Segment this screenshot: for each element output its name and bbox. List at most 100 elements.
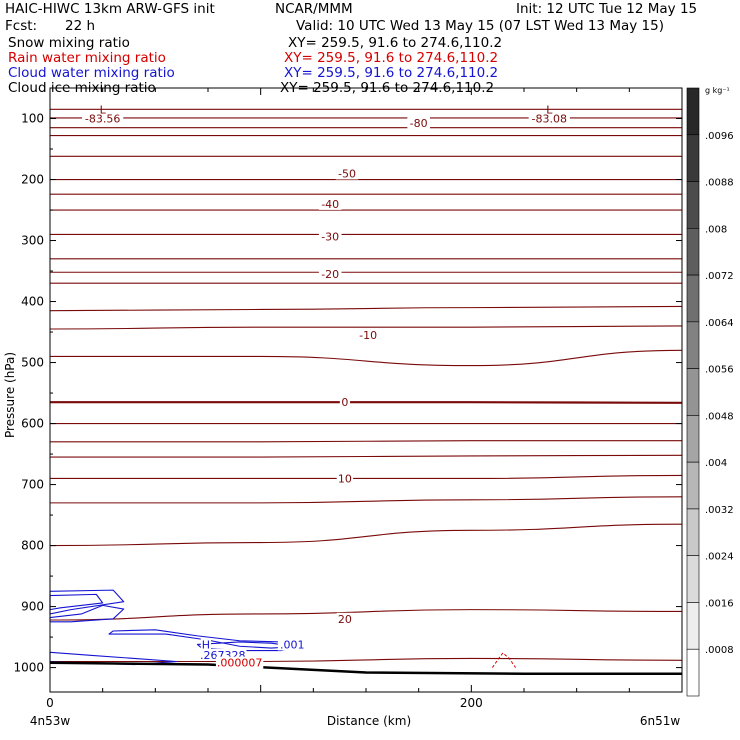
field-xy-rain: XY= 259.5, 91.6 to 274.6,110.2 <box>284 50 499 66</box>
isotherm-23 <box>49 657 683 663</box>
colorbar-level-label: .0008 <box>705 645 734 656</box>
field-name-rain: Rain water mixing ratio <box>8 50 166 66</box>
colorbar-swatch <box>686 508 700 556</box>
isotherm-label: -40 <box>321 198 339 211</box>
forecast-label: Fcst: <box>5 18 38 34</box>
isotherm-label: -20 <box>321 268 339 281</box>
isotherm-14 <box>50 349 683 367</box>
terrain-surface <box>49 661 682 675</box>
colorbar-swatch <box>686 87 700 136</box>
isotherm-18 <box>49 454 683 458</box>
y-tick-label: 1000 <box>13 661 44 675</box>
y-tick-label: 100 <box>21 112 44 126</box>
isotherm-label: -83.08 <box>532 113 567 126</box>
isotherm-label-bg <box>335 167 359 180</box>
isotherm-22 <box>49 609 683 621</box>
colorbar-level-label: .0072 <box>705 271 734 282</box>
x-tick-label: 200 <box>460 696 483 710</box>
isotherm-label: -80 <box>410 117 428 130</box>
colorbar-level-label: .0096 <box>705 131 734 142</box>
colorbar-swatch <box>686 274 700 323</box>
y-tick-label: 500 <box>21 356 44 370</box>
colorbar-level-label: .0016 <box>705 598 734 609</box>
isotherm-label-bg <box>407 116 430 129</box>
y-tick-label: 800 <box>21 539 44 553</box>
isotherm-15 <box>49 401 683 404</box>
isotherm-label: -10 <box>359 329 377 342</box>
colorbar-swatch <box>686 648 700 697</box>
y-tick-label: 900 <box>21 600 44 614</box>
colorbar-level-label: .0088 <box>705 178 734 189</box>
colorbar-unit: g kg⁻¹ <box>705 86 730 95</box>
y-tick-label: 700 <box>21 478 44 492</box>
isotherm-13 <box>49 325 683 330</box>
colorbar-level-label: .004 <box>705 458 727 469</box>
isotherm-label: -83.56 <box>85 113 120 126</box>
colorbar-swatch <box>686 461 700 510</box>
isotherm-label-bg <box>339 396 351 409</box>
colorbar-level-label: .0064 <box>705 318 734 329</box>
init-time: Init: 12 UTC Tue 12 May 15 <box>516 1 698 17</box>
isotherm-label-bg <box>336 612 354 625</box>
rain-water-label-bg <box>215 656 264 669</box>
forecast-hours: 22 h <box>65 18 96 34</box>
x-left-location: 4n53w <box>30 714 71 728</box>
colorbar-swatch <box>686 134 700 182</box>
cloud-water-contour-0 <box>49 589 125 615</box>
isotherm-19 <box>49 474 683 480</box>
cloud-water-label: H <box>202 638 210 651</box>
cloud-water-contour-1 <box>49 593 104 611</box>
y-tick-label: 200 <box>21 173 44 187</box>
colorbar: .0096 .0088 .008 .0072 .0064 .0056 .0048 .004 .0… <box>686 87 734 697</box>
plot-frame <box>49 87 683 693</box>
cloud-water-contours <box>49 589 304 666</box>
cloud-water-label: .001 <box>280 638 305 651</box>
colorbar-swatch <box>686 321 700 369</box>
isotherm-label-bg <box>318 197 342 210</box>
y-axis-label: Pressure (hPa) <box>3 352 17 438</box>
isotherm-label: 20 <box>338 613 352 626</box>
colorbar-level-label: .0056 <box>705 365 734 376</box>
cloud-water-label-bg <box>277 638 307 651</box>
colorbar-level-label: .008 <box>705 224 727 235</box>
cloud-water-label-bg <box>200 638 211 651</box>
y-tick-label: 600 <box>21 417 44 431</box>
center-label: NCAR/MMM <box>275 1 353 17</box>
model-title: HAIC-HIWC 13km ARW-GFS init <box>5 1 215 17</box>
field-name-snow: Snow mixing ratio <box>8 35 130 51</box>
isotherm-20 <box>50 496 683 504</box>
colorbar-swatch <box>686 181 700 229</box>
colorbar-level-label: .0032 <box>705 505 734 516</box>
isotherm-12 <box>49 305 683 312</box>
x-right-location: 6n51w <box>640 714 681 728</box>
low-marker: L <box>100 103 107 116</box>
colorbar-level-label: .0048 <box>705 411 734 422</box>
isotherm-label-bg <box>356 329 380 342</box>
valid-time: Valid: 10 UTC Wed 13 May 15 (07 LST Wed … <box>296 18 664 34</box>
cloud-water-contour-2 <box>49 604 125 623</box>
colorbar-swatch <box>686 555 700 603</box>
isotherm-label-bg <box>318 268 342 281</box>
rain-water-label: .000007 <box>217 657 263 670</box>
terrain-line <box>49 661 682 675</box>
low-marker: L <box>546 103 553 116</box>
isotherm-label-bg <box>82 112 124 125</box>
x-axis-label: Distance (km) <box>327 714 411 728</box>
y-tick-label: 400 <box>21 295 44 309</box>
colorbar-level-label: .0024 <box>705 552 734 563</box>
colorbar-swatch <box>686 602 700 650</box>
isotherm-21 <box>49 523 683 547</box>
isotherm-label: -30 <box>321 230 339 243</box>
rain-water-contours <box>491 652 516 668</box>
isotherm-label: 10 <box>338 472 352 485</box>
temperature-isotherms <box>49 108 683 663</box>
colorbar-swatch <box>686 228 700 276</box>
colorbar-swatch <box>686 415 700 463</box>
colorbar-swatch <box>686 368 700 416</box>
rain-water-contour <box>491 652 516 668</box>
isotherm-17 <box>49 440 682 443</box>
isotherm-label-bg <box>336 472 354 485</box>
